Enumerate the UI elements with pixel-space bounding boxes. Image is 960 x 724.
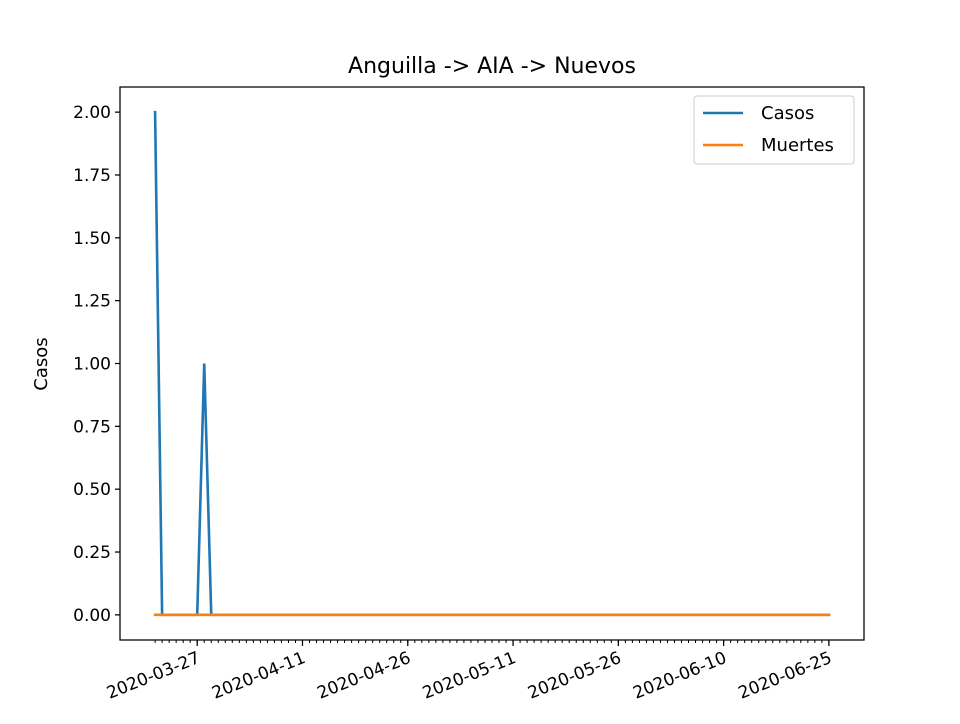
- y-tick-label: 0.25: [73, 543, 111, 563]
- y-tick-label: 0.00: [73, 606, 111, 626]
- y-tick-label: 1.00: [73, 355, 111, 375]
- legend-label-casos: Casos: [761, 103, 814, 124]
- y-tick-label: 2.00: [73, 103, 111, 123]
- y-tick-label: 1.50: [73, 229, 111, 249]
- legend-label-muertes: Muertes: [761, 135, 834, 156]
- plot-lines: [153, 110, 831, 617]
- legend: Casos Muertes: [693, 95, 855, 165]
- axes-frame: [119, 86, 865, 641]
- y-tick-label: 0.50: [73, 480, 111, 500]
- y-tick-label: 0.75: [73, 417, 111, 437]
- y-tick-label: 1.75: [73, 166, 111, 186]
- y-axis-label: Casos: [31, 337, 52, 390]
- y-tick-label: 1.25: [73, 292, 111, 312]
- y-axis: 0.00 0.25 0.50 0.75 1.00 1.25 1.50 1.75 2.00: [73, 103, 120, 626]
- chart-title: Anguilla -> AIA -> Nuevos: [348, 54, 636, 79]
